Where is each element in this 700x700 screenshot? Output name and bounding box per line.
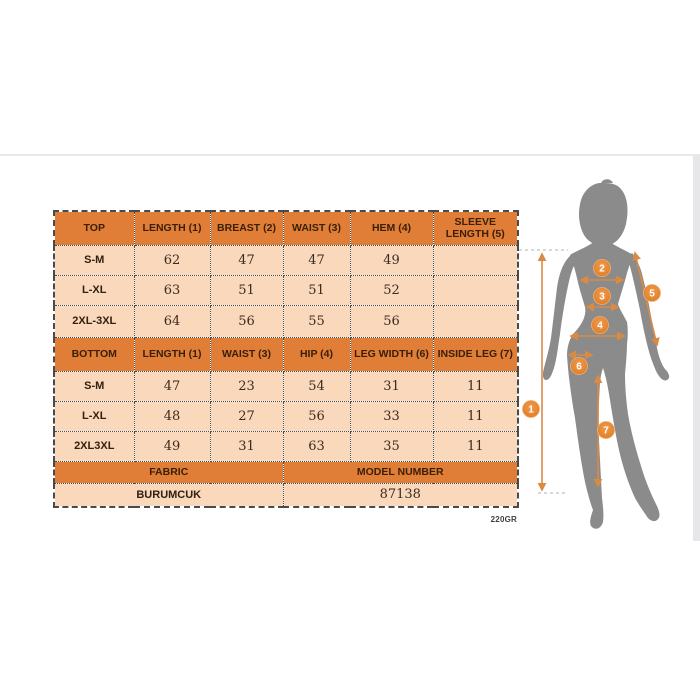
header-hip-4: HIP (4) — [282, 336, 351, 372]
value-cell: 54 — [282, 370, 351, 402]
badge-1: 1 — [522, 400, 540, 418]
silhouette-body — [567, 242, 660, 529]
value-cell: 51 — [209, 274, 284, 306]
value-cell: 56 — [209, 304, 284, 338]
top-header-row: TOP LENGTH (1) BREAST (2) WAIST (3) HEM … — [53, 210, 519, 246]
value-cell: 48 — [133, 400, 211, 432]
header-waist-3: WAIST (3) — [282, 210, 351, 246]
value-cell: 56 — [282, 400, 351, 432]
badge-5-label: 5 — [649, 289, 655, 300]
header-fabric: FABRIC — [53, 460, 284, 484]
table-row: S-M 47 23 54 31 11 — [53, 370, 519, 402]
fabric-value: BURUMCUK — [53, 482, 284, 508]
value-cell — [432, 244, 519, 276]
female-silhouette — [542, 179, 670, 529]
table-row: 2XL-3XL 64 56 55 56 — [53, 304, 519, 338]
table-row: S-M 62 47 47 49 — [53, 244, 519, 276]
value-cell: 33 — [349, 400, 434, 432]
header-leg-width-6: LEG WIDTH (6) — [349, 336, 434, 372]
right-edge-strip — [693, 155, 700, 541]
size-label: L-XL — [53, 400, 135, 432]
measure-badges: 1 2 3 4 5 6 7 — [522, 259, 661, 439]
header-bottom: BOTTOM — [53, 336, 135, 372]
value-cell: 49 — [133, 430, 211, 462]
header-model-number: MODEL NUMBER — [282, 460, 519, 484]
header-waist-3: WAIST (3) — [209, 336, 284, 372]
table-row: L-XL 63 51 51 52 — [53, 274, 519, 306]
value-cell: 27 — [209, 400, 284, 432]
value-cell: 55 — [282, 304, 351, 338]
badge-4-label: 4 — [597, 321, 603, 332]
measure-guides — [519, 249, 568, 494]
value-cell: 47 — [282, 244, 351, 276]
silhouette-left-arm — [542, 254, 578, 380]
size-label: 2XL-3XL — [53, 304, 135, 338]
value-cell: 35 — [349, 430, 434, 462]
header-breast-2: BREAST (2) — [209, 210, 284, 246]
value-cell: 23 — [209, 370, 284, 402]
value-cell: 11 — [432, 370, 519, 402]
size-chart-table: TOP LENGTH (1) BREAST (2) WAIST (3) HEM … — [53, 210, 519, 508]
header-length-1: LENGTH (1) — [133, 210, 211, 246]
badge-2: 2 — [593, 259, 611, 277]
figure-illustration: 1 2 3 4 5 6 7 — [519, 179, 670, 529]
table-row: 2XL3XL 49 31 63 35 11 — [53, 430, 519, 462]
size-label: L-XL — [53, 274, 135, 306]
table-row: L-XL 48 27 56 33 11 — [53, 400, 519, 432]
value-cell: 11 — [432, 400, 519, 432]
header-sleeve-length-5: SLEEVE LENGTH (5) — [432, 210, 519, 246]
badge-3-label: 3 — [599, 292, 605, 303]
badge-6: 6 — [570, 357, 588, 375]
value-cell: 31 — [209, 430, 284, 462]
badge-7-label: 7 — [603, 426, 609, 437]
size-label: S-M — [53, 370, 135, 402]
value-cell: 52 — [349, 274, 434, 306]
size-label: S-M — [53, 244, 135, 276]
size-label: 2XL3XL — [53, 430, 135, 462]
badge-1-label: 1 — [528, 405, 534, 416]
value-cell — [432, 274, 519, 306]
value-cell: 49 — [349, 244, 434, 276]
value-cell: 64 — [133, 304, 211, 338]
badge-7: 7 — [597, 421, 615, 439]
value-cell: 51 — [282, 274, 351, 306]
model-number-value: 87138 — [282, 482, 519, 508]
value-cell: 47 — [209, 244, 284, 276]
value-cell: 47 — [133, 370, 211, 402]
weight-footnote: 220GR — [490, 515, 517, 524]
bottom-header-row: BOTTOM LENGTH (1) WAIST (3) HIP (4) LEG … — [53, 336, 519, 372]
value-cell: 62 — [133, 244, 211, 276]
silhouette-right-arm — [628, 253, 670, 381]
value-cell: 63 — [133, 274, 211, 306]
value-cell: 56 — [349, 304, 434, 338]
badge-2-label: 2 — [599, 264, 605, 275]
badge-4: 4 — [591, 316, 609, 334]
badge-5: 5 — [643, 284, 661, 302]
badge-6-label: 6 — [576, 362, 582, 373]
value-cell: 31 — [349, 370, 434, 402]
badge-3: 3 — [593, 287, 611, 305]
header-top: TOP — [53, 210, 135, 246]
header-inside-leg-7: INSIDE LEG (7) — [432, 336, 519, 372]
header-length-1: LENGTH (1) — [133, 336, 211, 372]
silhouette-head — [579, 179, 628, 247]
header-hem-4: HEM (4) — [349, 210, 434, 246]
info-value-row: BURUMCUK 87138 — [53, 482, 519, 508]
content-divider-line — [0, 154, 700, 156]
info-header-row: FABRIC MODEL NUMBER — [53, 460, 519, 484]
value-cell — [432, 304, 519, 338]
value-cell: 63 — [282, 430, 351, 462]
value-cell: 11 — [432, 430, 519, 462]
